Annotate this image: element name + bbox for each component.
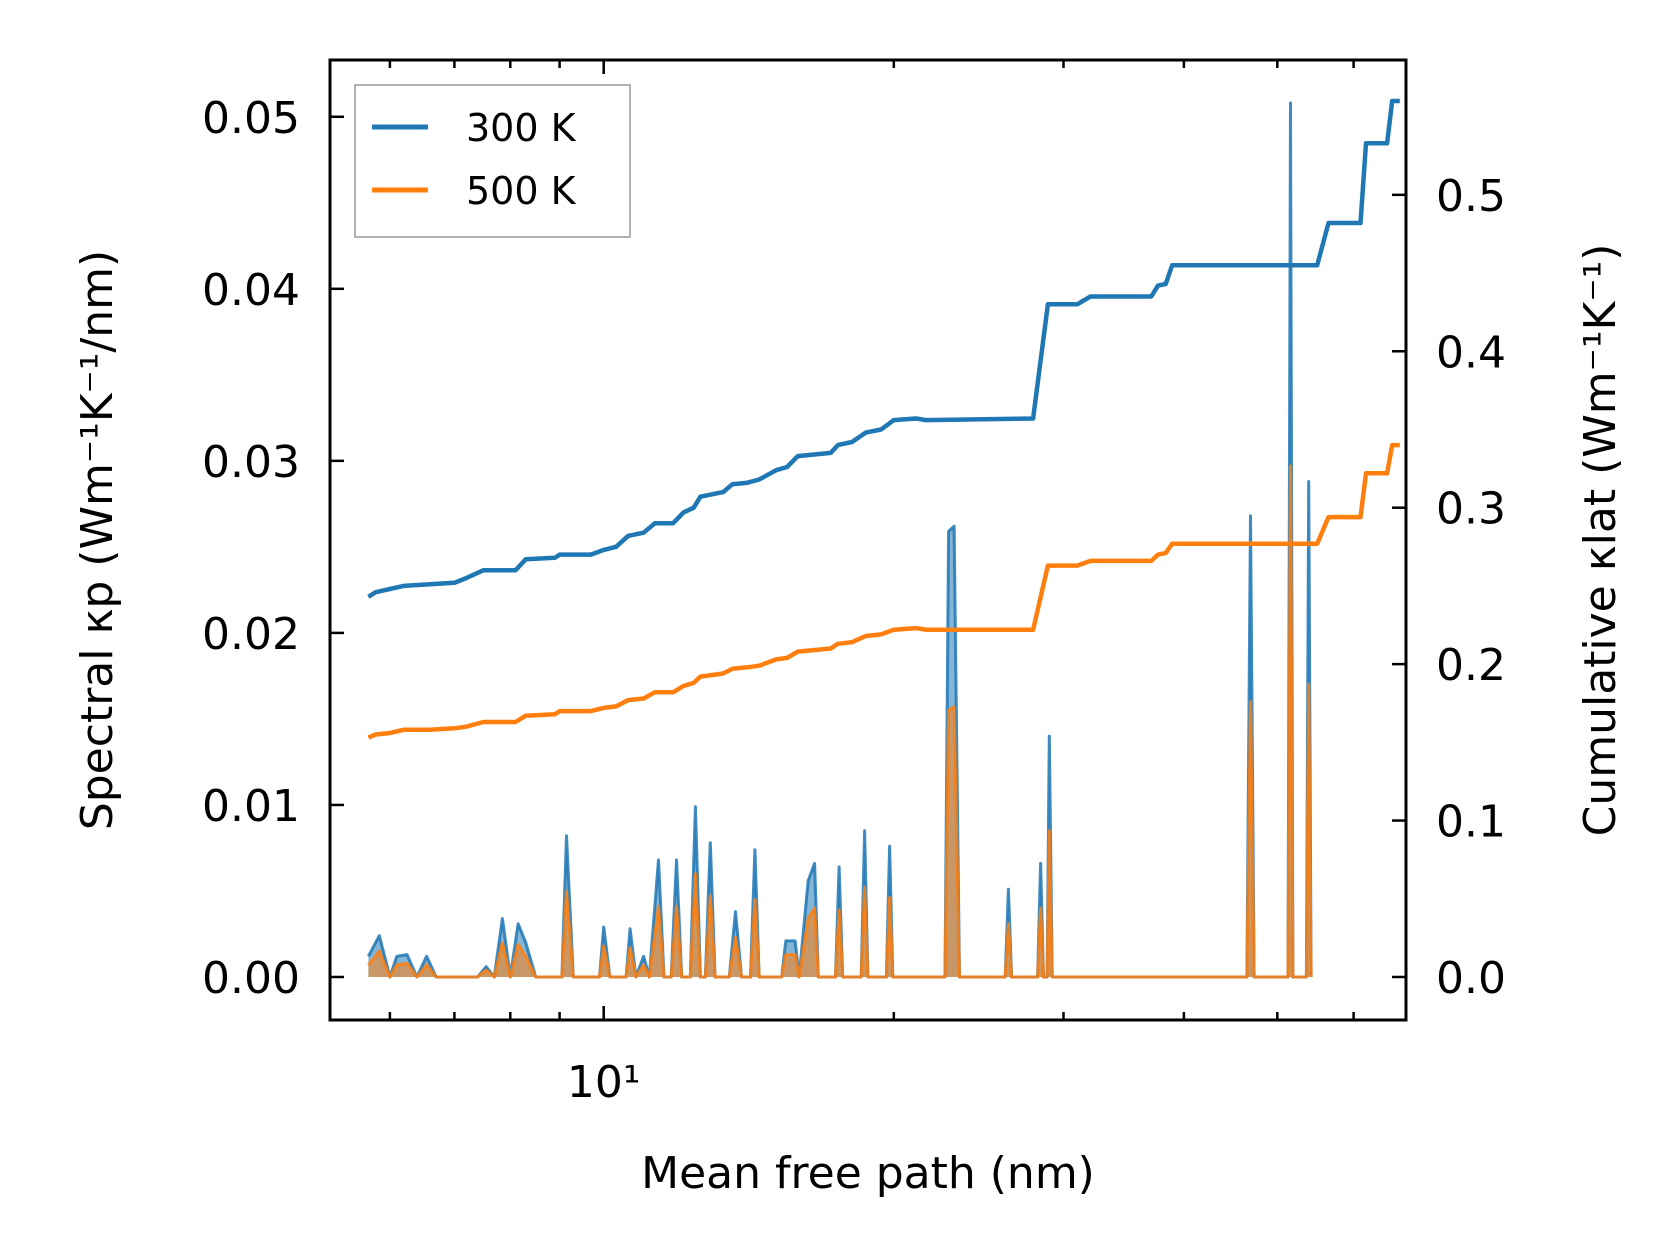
left-tick-label: 0.02 bbox=[202, 609, 300, 660]
left-y-axis-label: Spectral κp (Wm⁻¹K⁻¹/nm) bbox=[72, 250, 123, 830]
cumulative-line-300k bbox=[367, 98, 1400, 599]
cumulative-series-group bbox=[367, 98, 1400, 740]
right-y-axis: 0.0 0.1 0.2 0.3 0.4 0.5 bbox=[1392, 171, 1506, 1004]
legend-label-300k: 300 K bbox=[466, 106, 577, 150]
plot-frame bbox=[328, 58, 1408, 1022]
left-tick-label: 0.05 bbox=[202, 93, 300, 144]
x-axis: 10¹ bbox=[388, 60, 1355, 1108]
spectral-series-group bbox=[367, 101, 1313, 979]
legend-box bbox=[354, 84, 631, 238]
right-tick-label: 0.0 bbox=[1436, 953, 1506, 1004]
legend: 300 K 500 K bbox=[354, 84, 631, 238]
right-tick-label: 0.3 bbox=[1436, 484, 1506, 535]
x-tick-label: 10¹ bbox=[567, 1057, 641, 1108]
cumulative-line-500k bbox=[367, 442, 1400, 740]
right-tick-label: 0.1 bbox=[1436, 797, 1506, 848]
left-tick-label: 0.03 bbox=[202, 437, 300, 488]
left-tick-label: 0.01 bbox=[202, 781, 300, 832]
x-axis-label: Mean free path (nm) bbox=[641, 1148, 1095, 1199]
right-tick-label: 0.5 bbox=[1436, 171, 1506, 222]
legend-label-500k: 500 K bbox=[466, 169, 577, 213]
left-y-axis: 0.00 0.01 0.02 0.03 0.04 0.05 bbox=[202, 93, 344, 1004]
left-tick-label: 0.04 bbox=[202, 265, 300, 316]
right-y-axis-label: Cumulative κlat (Wm⁻¹K⁻¹) bbox=[1575, 244, 1626, 837]
right-tick-label: 0.2 bbox=[1436, 640, 1506, 691]
right-tick-label: 0.4 bbox=[1436, 327, 1506, 378]
spectral-line-500k bbox=[367, 464, 1313, 979]
left-tick-label: 0.00 bbox=[202, 953, 300, 1004]
